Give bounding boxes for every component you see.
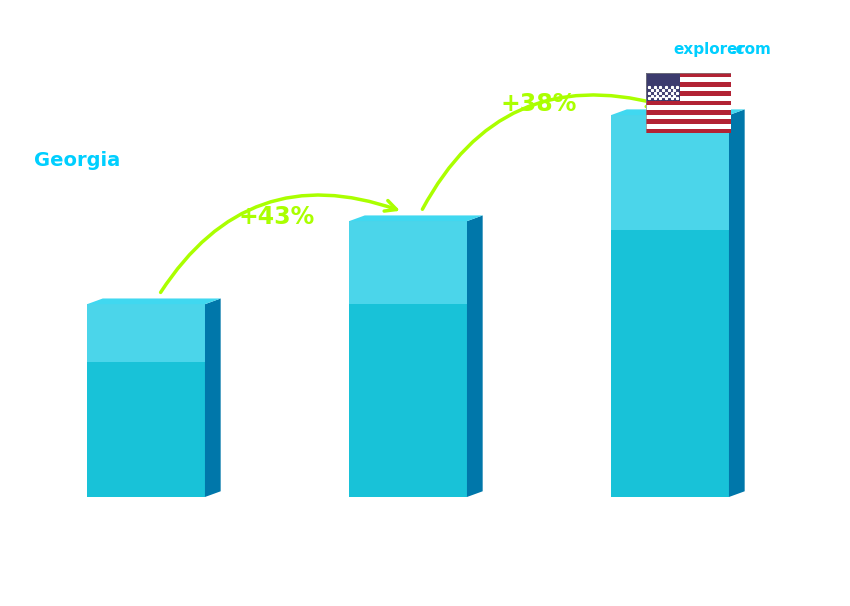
Polygon shape xyxy=(646,105,731,110)
Polygon shape xyxy=(349,221,467,497)
Text: Salary Comparison By Education: Salary Comparison By Education xyxy=(34,42,542,70)
Polygon shape xyxy=(646,92,731,96)
Polygon shape xyxy=(646,78,731,82)
Text: Georgia: Georgia xyxy=(34,152,120,170)
Text: 52,000 USD: 52,000 USD xyxy=(104,274,204,289)
Polygon shape xyxy=(646,128,731,133)
Polygon shape xyxy=(87,304,205,497)
Polygon shape xyxy=(646,96,731,101)
Polygon shape xyxy=(646,87,731,92)
Polygon shape xyxy=(646,82,731,87)
Text: 74,400 USD: 74,400 USD xyxy=(366,191,466,206)
Text: +38%: +38% xyxy=(501,92,577,116)
Polygon shape xyxy=(87,299,221,304)
Polygon shape xyxy=(611,115,729,497)
Polygon shape xyxy=(729,109,745,497)
Polygon shape xyxy=(646,73,731,78)
Polygon shape xyxy=(87,304,205,362)
Text: Certificate or
Diploma: Certificate or Diploma xyxy=(361,542,470,581)
Text: Bachelor's
Degree: Bachelor's Degree xyxy=(635,542,721,581)
Text: explorer: explorer xyxy=(673,42,745,58)
Text: 103,000 USD: 103,000 USD xyxy=(622,85,733,100)
Polygon shape xyxy=(467,215,483,497)
Polygon shape xyxy=(611,109,745,115)
Polygon shape xyxy=(349,221,467,304)
Text: +43%: +43% xyxy=(239,205,315,229)
Text: salary: salary xyxy=(612,42,665,58)
Polygon shape xyxy=(611,115,729,230)
Polygon shape xyxy=(646,110,731,115)
Polygon shape xyxy=(646,101,731,105)
Polygon shape xyxy=(646,124,731,128)
Text: Average Yearly Salary: Average Yearly Salary xyxy=(819,242,830,364)
Polygon shape xyxy=(205,299,221,497)
Polygon shape xyxy=(646,119,731,124)
Text: High School: High School xyxy=(105,542,203,559)
Text: .com: .com xyxy=(731,42,772,58)
Polygon shape xyxy=(646,73,680,101)
Polygon shape xyxy=(646,115,731,119)
Polygon shape xyxy=(349,215,483,221)
Text: Sales Coordinator: Sales Coordinator xyxy=(34,109,207,128)
